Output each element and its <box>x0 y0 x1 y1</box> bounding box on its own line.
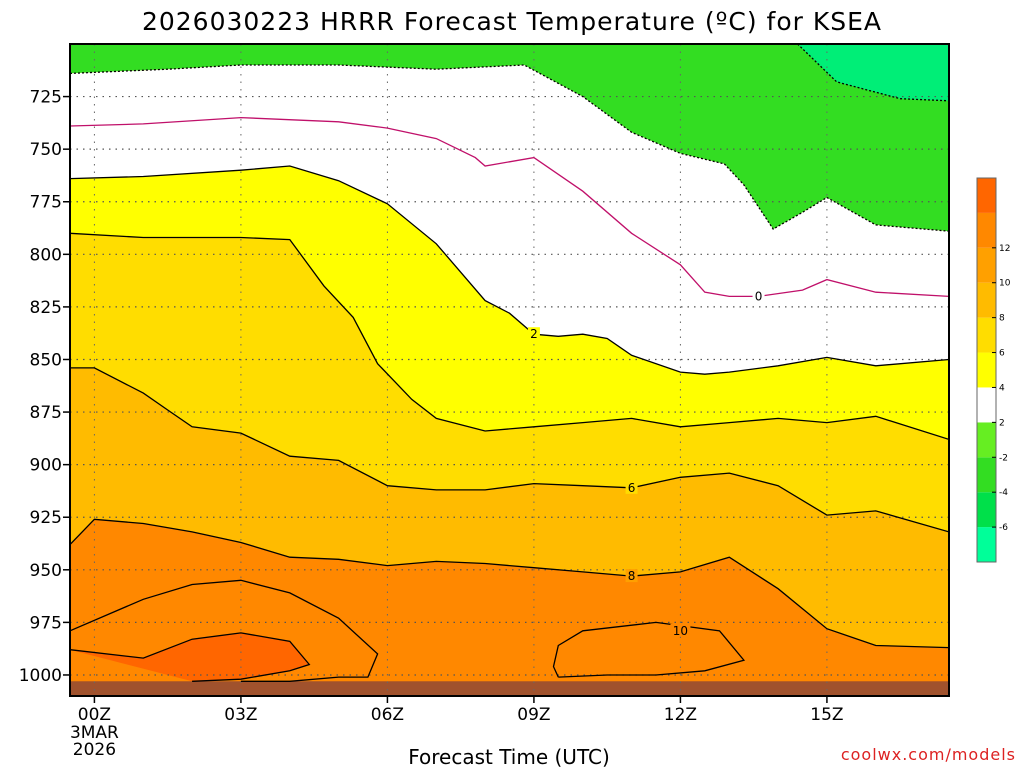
band-10-to-12-late <box>553 622 744 678</box>
plot-area <box>70 44 949 696</box>
y-tick-label: 975 <box>30 613 62 633</box>
band-6-to-8 <box>70 367 949 648</box>
y-tick-label: 825 <box>30 298 62 318</box>
isotherm-line <box>70 232 949 441</box>
isotherm-line <box>797 44 949 102</box>
isotherm-labels: 0 2 6 8 10 <box>527 289 765 638</box>
colorbar-swatch <box>977 387 996 423</box>
isotherms <box>70 44 949 682</box>
isotherm-line <box>70 116 949 298</box>
x-tick-label: 06Z <box>371 705 404 725</box>
isotherm-line <box>552 621 746 678</box>
colorbar-label: -6 <box>999 523 1008 533</box>
x-tick-sublabel: 3MAR <box>70 723 119 743</box>
band-minus4-to-minus2 <box>70 44 949 232</box>
x-tick-label: 12Z <box>664 705 697 725</box>
y-tick-label: 775 <box>30 193 62 213</box>
y-tick-label: 925 <box>30 508 62 528</box>
y-tick-label: 950 <box>30 561 62 581</box>
colorbar-swatch <box>977 492 996 528</box>
isotherm-label-bg <box>670 623 691 637</box>
y-tick-label: 850 <box>30 350 62 370</box>
below-ground <box>70 681 949 696</box>
y-axis: 725 750 775 800 825 850 875 900 925 950 975 1000 <box>19 88 70 686</box>
band-below-minus4 <box>797 44 949 101</box>
colorbar-label: 4 <box>999 383 1005 393</box>
colorbar-swatch <box>977 247 996 283</box>
isotherm-label: 8 <box>628 569 636 583</box>
colorbar-swatch <box>977 457 996 493</box>
isotherm-label-bg <box>527 327 540 341</box>
x-axis-label: Forecast Time (UTC) <box>408 745 610 768</box>
x-tick-label: 15Z <box>810 705 843 725</box>
colorbar-frame <box>976 177 997 563</box>
temperature-bands <box>70 44 949 696</box>
isotherm-line <box>70 518 949 649</box>
colorbar-swatch <box>977 178 996 213</box>
plot-frame <box>69 43 950 697</box>
isotherm-label: 6 <box>628 481 636 495</box>
isotherm-line <box>70 367 949 533</box>
y-tick-label: 875 <box>30 403 62 423</box>
colorbar-swatch <box>977 317 996 353</box>
x-tick-label: 03Z <box>224 705 257 725</box>
band-4-to-6 <box>70 233 949 532</box>
isotherm-line <box>70 64 949 232</box>
isotherm-line <box>70 632 311 682</box>
colorbar-label: -4 <box>999 488 1008 498</box>
colorbar-swatch <box>977 527 996 562</box>
isotherm-label: 0 <box>755 289 763 303</box>
colorbar-label: -2 <box>999 453 1008 463</box>
x-tick-sublabel: 2026 <box>73 740 116 760</box>
y-tick-label: 725 <box>30 88 62 108</box>
band-2-to-4 <box>70 166 949 440</box>
x-tick-label: 00Z <box>78 705 111 725</box>
credit-link[interactable]: coolwx.com/models <box>841 745 1016 764</box>
colorbar-label: 8 <box>999 314 1005 324</box>
isotherm-label: 10 <box>673 624 688 638</box>
isotherm-line <box>70 165 949 375</box>
y-tick-label: 1000 <box>19 666 62 686</box>
colorbar: -6 -4 -2 2 4 6 8 10 12 <box>976 177 1011 563</box>
y-tick-label: 750 <box>30 140 62 160</box>
colorbar-label: 2 <box>999 418 1005 428</box>
isotherm-label-bg <box>752 289 765 303</box>
y-tick-label: 900 <box>30 456 62 476</box>
isotherm-line <box>70 579 379 682</box>
isotherm-label-bg <box>625 569 638 583</box>
colorbar-swatch <box>977 352 996 388</box>
isotherm-label: 2 <box>530 327 538 341</box>
x-tick-label: 09Z <box>517 705 550 725</box>
colorbar-swatch <box>977 422 996 458</box>
colorbar-label: 12 <box>999 244 1010 254</box>
y-tick-label: 800 <box>30 245 62 265</box>
isotherm-label-bg <box>625 480 638 494</box>
colorbar-label: 6 <box>999 349 1005 359</box>
colorbar-swatch <box>977 212 996 248</box>
chart-title: 2026030223 HRRR Forecast Temperature (ºC… <box>142 7 882 36</box>
colorbar-label: 10 <box>999 279 1011 289</box>
colorbar-swatch <box>977 282 996 318</box>
band-above-12 <box>70 632 310 682</box>
